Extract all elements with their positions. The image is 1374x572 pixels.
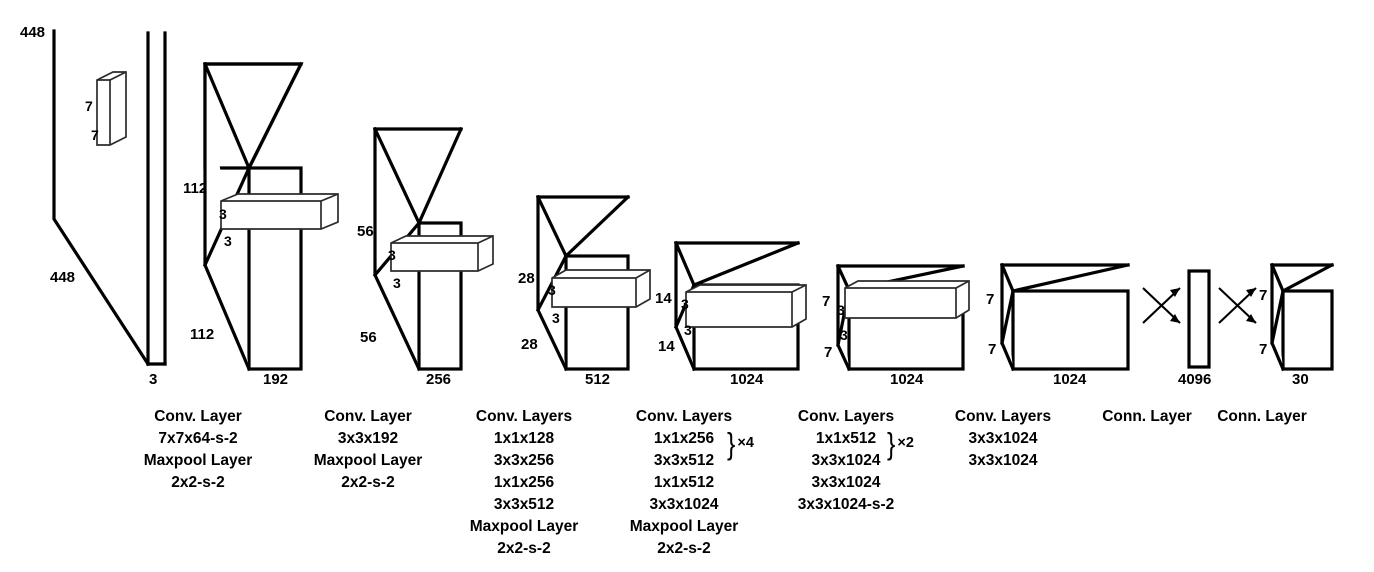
dim-b5-kernel-w: 3: [840, 327, 848, 343]
caption-line: 1x1x512: [653, 474, 715, 491]
conv-block-6-shape: [999, 262, 1130, 372]
dim-fc-units: 4096: [1178, 371, 1212, 388]
dim-b3-depth: 28: [521, 336, 538, 353]
caption-line: 3x3x1024: [811, 474, 881, 491]
dim-b1-depth: 112: [190, 326, 215, 343]
dim-b5-channels: 1024: [890, 371, 924, 388]
dim-b5-kernel-h: 3: [837, 302, 845, 318]
dim-input-kernel-w: 7: [91, 127, 99, 143]
dim-input-kernel-h: 7: [85, 98, 93, 114]
caption-conv-block-2: Conv. Layer 3x3x192 Maxpool Layer 2x2-s-…: [288, 406, 448, 494]
dim-b3-height: 28: [518, 270, 535, 287]
dim-b2-depth: 56: [360, 329, 377, 346]
connection-arrows-1: [1142, 287, 1181, 324]
caption-line: Conv. Layer: [154, 408, 242, 425]
conv-block-4-kernel-3x3: [685, 284, 807, 328]
dim-b3-kernel-w: 3: [552, 310, 560, 326]
caption-line: 1x1x256: [653, 430, 715, 447]
caption-line: Conv. Layers: [635, 408, 733, 425]
dim-b4-kernel-h: 3: [681, 296, 689, 312]
conv-block-3-kernel-3x3: [551, 269, 651, 308]
dim-b5-depth: 7: [824, 344, 833, 361]
caption-line: 7x7x64-s-2: [158, 430, 238, 447]
caption-line: Conv. Layers: [475, 408, 573, 425]
dim-b5-height: 7: [822, 293, 831, 310]
dim-b6-depth: 7: [988, 341, 997, 358]
dim-out-height: 7: [1259, 287, 1268, 304]
conv-block-1-kernel-3x3: [220, 193, 339, 230]
caption-conv-block-1: Conv. Layer 7x7x64-s-2 Maxpool Layer 2x2…: [118, 406, 278, 494]
dim-b3-channels: 512: [585, 371, 611, 388]
caption-line: 3x3x1024: [968, 430, 1038, 447]
caption-line: 1x1x256: [493, 474, 555, 491]
input-kernel-7x7: [96, 71, 127, 146]
caption-connected-layer-1: Conn. Layer: [1067, 406, 1227, 428]
caption-line: Conv. Layers: [797, 408, 895, 425]
repeat-brace-x2: } ×2: [886, 428, 914, 459]
caption-line: 3x3x512: [493, 496, 555, 513]
caption-line: 3x3x1024-s-2: [797, 496, 895, 513]
caption-line: 2x2-s-2: [171, 474, 225, 491]
dim-b4-channels: 1024: [730, 371, 764, 388]
caption-line: Maxpool Layer: [469, 518, 579, 535]
caption-line: 3x3x1024: [649, 496, 719, 513]
dim-b2-height: 56: [357, 223, 374, 240]
caption-conv-block-5: Conv. Layers 1x1x512 3x3x1024 3x3x1024 3…: [766, 406, 926, 516]
caption-line: 3x3x192: [337, 430, 399, 447]
repeat-multiplier: ×4: [737, 435, 754, 452]
caption-line: Maxpool Layer: [143, 452, 253, 469]
brace-icon: }: [887, 426, 896, 461]
caption-line: 3x3x1024: [968, 452, 1038, 469]
dim-b2-channels: 256: [426, 371, 452, 388]
caption-line: 3x3x256: [493, 452, 555, 469]
dim-out-channels: 30: [1292, 371, 1309, 388]
dim-input-depth: 448: [50, 269, 76, 286]
dim-b2-kernel-h: 3: [388, 247, 396, 263]
dim-b1-kernel-h: 3: [219, 206, 227, 222]
caption-line: 1x1x512: [815, 430, 877, 447]
dim-b2-kernel-w: 3: [393, 275, 401, 291]
dim-input-channels: 3: [149, 371, 158, 388]
dim-b1-height: 112: [183, 180, 208, 197]
caption-line: Maxpool Layer: [629, 518, 739, 535]
caption-line: 2x2-s-2: [497, 540, 551, 557]
repeat-multiplier: ×2: [897, 435, 914, 452]
output-tensor-shape: [1269, 262, 1335, 372]
dim-b1-channels: 192: [263, 371, 289, 388]
conv-block-2-kernel-3x3: [390, 235, 494, 272]
caption-line: Conn. Layer: [1102, 408, 1192, 425]
caption-conv-block-3: Conv. Layers 1x1x128 3x3x256 1x1x256 3x3…: [444, 406, 604, 560]
dim-b4-depth: 14: [658, 338, 675, 355]
caption-connected-layer-2: Conn. Layer: [1182, 406, 1342, 428]
connection-arrows-2: [1218, 287, 1257, 324]
conv-block-5-kernel-3x3: [844, 280, 970, 319]
dim-b6-height: 7: [986, 291, 995, 308]
caption-line: 2x2-s-2: [657, 540, 711, 557]
input-image-shape: [52, 29, 167, 367]
dim-b4-height: 14: [655, 290, 672, 307]
dim-b3-kernel-h: 3: [548, 282, 556, 298]
dim-out-depth: 7: [1259, 341, 1268, 358]
repeat-brace-x4: } ×4: [726, 428, 754, 459]
caption-line: 1x1x128: [493, 430, 555, 447]
dim-input-height: 448: [20, 24, 46, 41]
caption-line: 2x2-s-2: [341, 474, 395, 491]
caption-line: 3x3x512: [653, 452, 715, 469]
caption-conv-block-4: Conv. Layers 1x1x256 3x3x512 1x1x512 3x3…: [604, 406, 764, 560]
caption-line: Maxpool Layer: [313, 452, 423, 469]
brace-icon: }: [727, 426, 736, 461]
dim-b6-channels: 1024: [1053, 371, 1087, 388]
caption-line: Conv. Layer: [324, 408, 412, 425]
caption-conv-block-6: Conv. Layers 3x3x1024 3x3x1024: [923, 406, 1083, 472]
fully-connected-1-shape: [1187, 269, 1211, 369]
caption-line: Conv. Layers: [954, 408, 1052, 425]
dim-b1-kernel-w: 3: [224, 233, 232, 249]
caption-line: 3x3x1024: [811, 452, 881, 469]
dim-b4-kernel-w: 3: [684, 322, 692, 338]
caption-line: Conn. Layer: [1217, 408, 1307, 425]
